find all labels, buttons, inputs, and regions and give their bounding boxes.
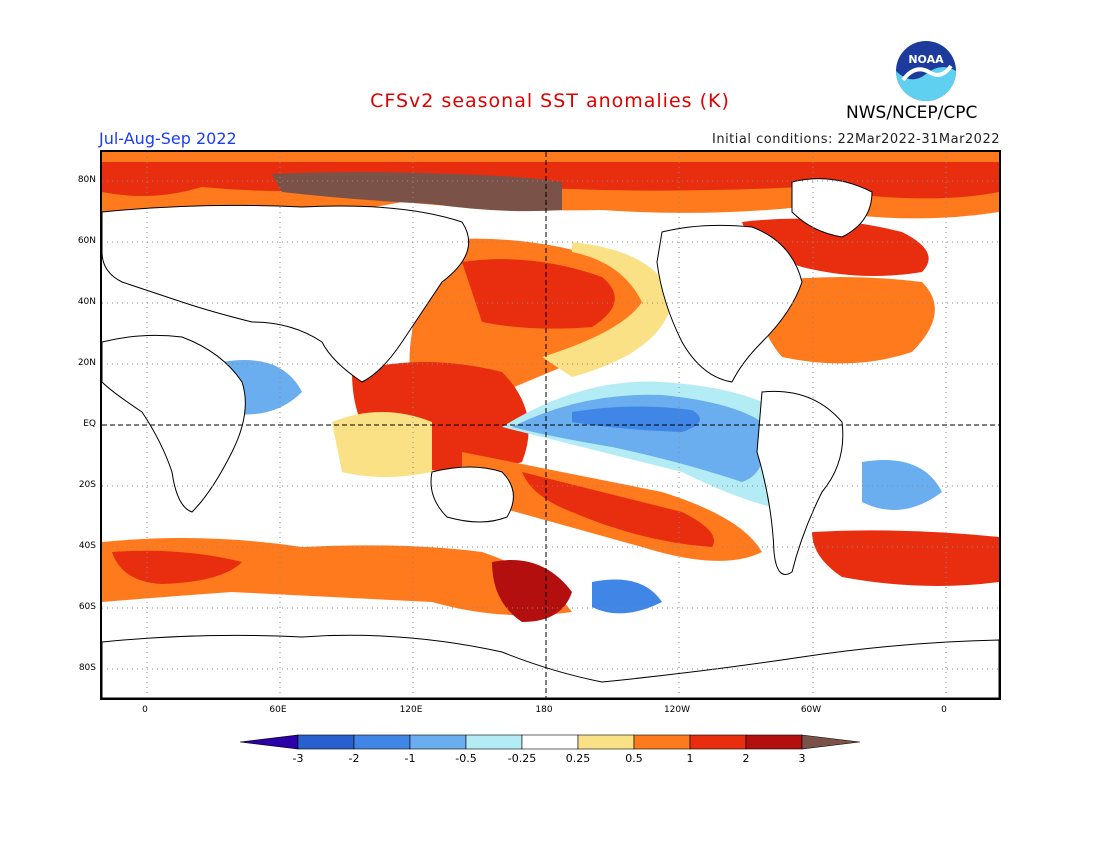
map-canvas [102,152,999,698]
colorbar-label: -0.25 [507,752,537,765]
west-pacific-weak [332,412,432,477]
colorbar-bin-6 [577,734,635,750]
lat-label-80n: 80N [77,175,96,185]
colorbar-bin-8 [689,734,747,750]
antarctica-landmass [102,634,999,698]
continents [102,178,999,698]
lat-label-20s: 20S [78,480,96,490]
initial-conditions-label: Initial conditions: 22Mar2022-31Mar2022 [712,132,1000,147]
season-label: Jul-Aug-Sep 2022 [99,129,237,148]
colorbar [240,734,861,750]
logo-text: NOAA [908,53,944,66]
colorbar-bin-7 [633,734,691,750]
lon-label-0-east: 0 [941,705,947,715]
eurasia-landmass [102,204,470,383]
southern-ocean-south-pacific [492,560,572,622]
colorbar-label: -0.5 [455,752,477,765]
lon-label-60e: 60E [269,705,287,715]
southern-ocean-south-atlantic [812,530,999,586]
chart-title: CFSv2 seasonal SST anomalies (K) [370,90,730,112]
colorbar-arrow-high [801,734,861,750]
colorbar-label: 0.5 [625,752,643,765]
lat-label-20n: 20N [77,358,96,368]
lat-label-eq: EQ [83,419,96,429]
lon-label-0: 0 [142,705,148,715]
south-atlantic-cool [862,460,942,510]
la-nina-cool-core [572,406,700,432]
south-pacific-cool [592,579,662,614]
colorbar-bin-4 [465,734,523,750]
reference-lines [102,152,999,698]
lat-label-60n: 60N [77,236,96,246]
sst-anomaly-map [100,150,1001,700]
colorbar-bin-3 [409,734,467,750]
colorbar-label: 2 [742,752,750,765]
noaa-logo: NOAA [896,41,956,101]
colorbar-label: 1 [686,752,694,765]
africa-landmass [102,334,246,513]
north-america-landmass [656,224,803,383]
north-pacific-weak [542,242,672,377]
southern-ocean-strong [112,550,242,584]
lat-label-40n: 40N [77,297,96,307]
north-pacific-strong [462,259,615,329]
colorbar-label: -2 [348,752,360,765]
lon-label-120e: 120E [399,705,423,715]
north-atlantic-warm [759,277,935,364]
australia-landmass [430,466,514,523]
colorbar-bin-2 [353,734,411,750]
lat-label-60s: 60S [78,602,96,612]
colorbar-bin-9 [745,734,803,750]
lat-label-40s: 40S [78,541,96,551]
colorbar-bin-1 [297,734,355,750]
colorbar-label: -3 [292,752,304,765]
south-america-landmass [756,390,844,575]
colorbar-label: 3 [798,752,806,765]
colorbar-label: -1 [404,752,416,765]
agency-label: NWS/NCEP/CPC [846,103,978,123]
lat-label-80s: 80S [78,663,96,673]
south-pacific-strong [522,472,714,547]
arctic-extreme-warm [272,172,562,212]
graticule [102,152,999,698]
greenland-landmass [791,178,873,238]
lon-label-120w: 120W [663,705,691,715]
lon-label-180: 180 [535,705,553,715]
colorbar-label: 0.25 [565,752,591,765]
colorbar-bin-5 [521,734,579,750]
colorbar-arrow-low [240,734,299,750]
lon-label-60w: 60W [800,705,822,715]
